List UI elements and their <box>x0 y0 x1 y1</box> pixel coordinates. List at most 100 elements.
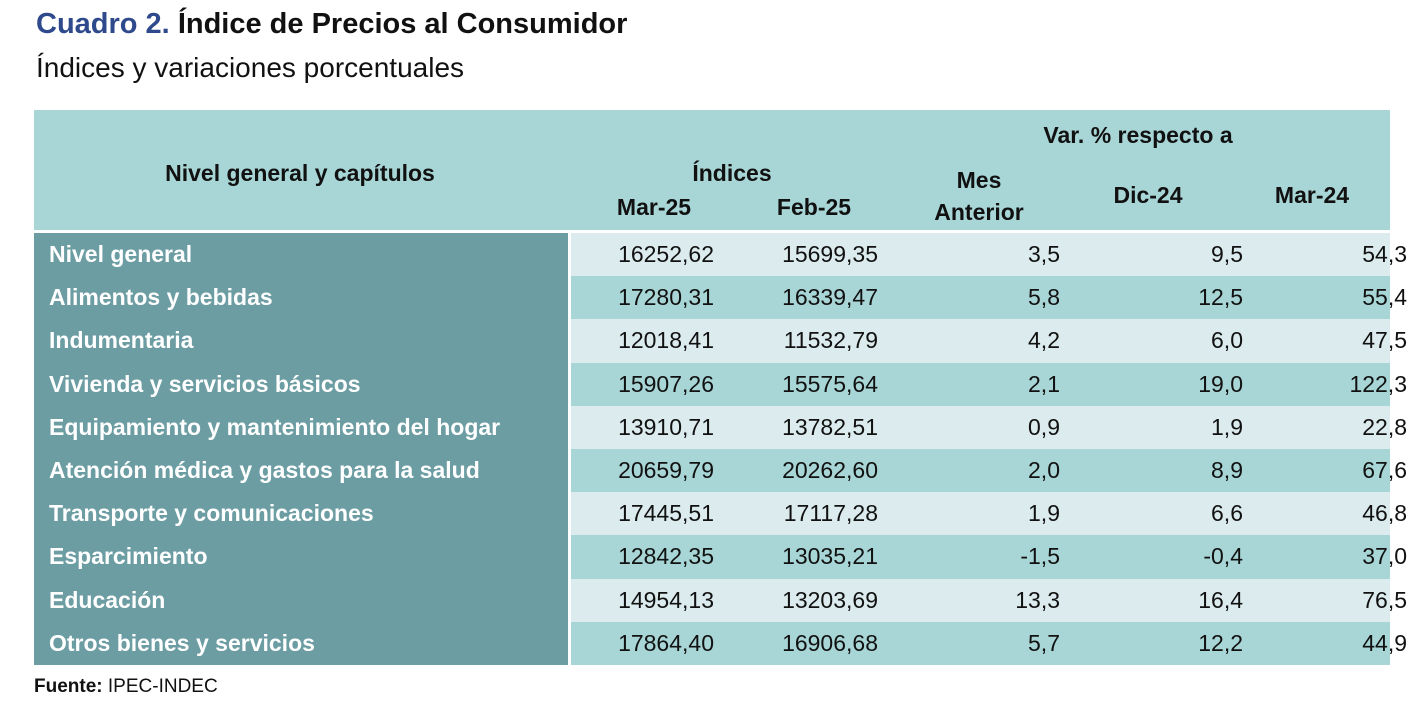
cell-mes-anterior: 4,2 <box>1028 327 1060 354</box>
cell-dic24: -0,4 <box>1203 543 1243 570</box>
table-header: Nivel general y capítulos Índices Mar-25… <box>34 110 1390 230</box>
header-feb25: Feb-25 <box>776 194 852 220</box>
header-indices: Índices <box>692 160 772 186</box>
cell-feb25: 15699,35 <box>782 241 878 268</box>
cell-mes-anterior: 2,1 <box>1028 370 1060 397</box>
cell-mar25: 14954,13 <box>618 586 714 613</box>
table-subtitle: Índices y variaciones porcentuales <box>36 52 465 83</box>
row-values: 16252,62 15699,35 3,5 9,5 54,3 <box>571 233 1407 277</box>
table-row: Indumentaria 12018,41 11532,79 4,2 6,0 4… <box>34 319 1407 363</box>
cell-mes-anterior: -1,5 <box>1020 543 1060 570</box>
cell-mar24: 22,8 <box>1362 413 1407 440</box>
cell-mar25: 20659,79 <box>618 457 714 484</box>
cell-mar25: 16252,62 <box>618 241 714 268</box>
cell-dic24: 8,9 <box>1211 457 1243 484</box>
row-values: 13910,71 13782,51 0,9 1,9 22,8 <box>571 405 1407 449</box>
row-label: Indumentaria <box>34 319 568 363</box>
row-values: 17280,31 16339,47 5,8 12,5 55,4 <box>571 276 1407 320</box>
cell-dic24: 6,6 <box>1211 500 1243 527</box>
cell-mes-anterior: 0,9 <box>1028 413 1060 440</box>
row-values: 17445,51 17117,28 1,9 6,6 46,8 <box>571 492 1407 536</box>
cell-mes-anterior: 3,5 <box>1028 241 1060 268</box>
row-values: 12018,41 11532,79 4,2 6,0 47,5 <box>571 319 1407 363</box>
cell-mar24: 54,3 <box>1362 241 1407 268</box>
row-label: Equipamiento y mantenimiento del hogar <box>34 405 568 449</box>
cell-mar24: 37,0 <box>1362 543 1407 570</box>
table-body: Nivel general 16252,62 15699,35 3,5 9,5 … <box>34 233 1407 665</box>
cell-feb25: 15575,64 <box>782 370 878 397</box>
cell-feb25: 13203,69 <box>782 586 878 613</box>
row-label: Alimentos y bebidas <box>34 276 568 320</box>
cell-mar25: 12842,35 <box>618 543 714 570</box>
header-level: Nivel general y capítulos <box>165 160 435 186</box>
source-note: Fuente: IPEC-INDEC <box>34 676 218 698</box>
cell-dic24: 1,9 <box>1211 413 1243 440</box>
row-label: Nivel general <box>34 233 568 277</box>
cell-mar25: 17864,40 <box>618 629 714 656</box>
row-values: 20659,79 20262,60 2,0 8,9 67,6 <box>571 448 1407 493</box>
cell-feb25: 16906,68 <box>782 629 878 656</box>
table-row: Vivienda y servicios básicos 15907,26 15… <box>34 362 1407 406</box>
table-row: Alimentos y bebidas 17280,31 16339,47 5,… <box>34 276 1407 320</box>
header-mar25: Mar-25 <box>616 194 692 220</box>
row-values: 14954,13 13203,69 13,3 16,4 76,5 <box>571 578 1407 622</box>
cell-dic24: 12,2 <box>1198 629 1243 656</box>
title-main: Índice de Precios al Consumidor <box>177 8 628 40</box>
cell-mar24: 44,9 <box>1362 629 1407 656</box>
header-var-group: Var. % respecto a <box>1043 122 1233 148</box>
cell-dic24: 12,5 <box>1198 284 1243 311</box>
cell-mar24: 67,6 <box>1362 457 1407 484</box>
cell-mar25: 12018,41 <box>618 327 714 354</box>
cell-dic24: 6,0 <box>1211 327 1243 354</box>
cell-dic24: 16,4 <box>1198 586 1243 613</box>
cell-dic24: 19,0 <box>1198 370 1243 397</box>
cell-mes-anterior: 5,8 <box>1028 284 1060 311</box>
row-label: Atención médica y gastos para la salud <box>34 448 568 493</box>
source-value: IPEC-INDEC <box>107 676 218 697</box>
row-label: Vivienda y servicios básicos <box>34 362 568 406</box>
cell-mes-anterior: 1,9 <box>1028 500 1060 527</box>
header-mes-anterior: Mes Anterior <box>934 164 1023 228</box>
row-values: 17864,40 16906,68 5,7 12,2 44,9 <box>571 621 1407 665</box>
cell-feb25: 17117,28 <box>783 500 878 527</box>
cell-feb25: 13782,51 <box>782 413 878 440</box>
table-title: Cuadro 2. Índice de Precios al Consumido… <box>36 8 627 41</box>
title-prefix: Cuadro 2. <box>36 8 170 40</box>
row-values: 15907,26 15575,64 2,1 19,0 122,3 <box>571 362 1407 406</box>
table-row: Educación 14954,13 13203,69 13,3 16,4 76… <box>34 578 1407 622</box>
table-row: Esparcimiento 12842,35 13035,21 -1,5 -0,… <box>34 535 1407 579</box>
header-mes-line2: Anterior <box>934 199 1024 225</box>
cell-mar24: 76,5 <box>1362 586 1407 613</box>
cell-mar24: 47,5 <box>1362 327 1407 354</box>
cell-feb25: 13035,21 <box>782 543 878 570</box>
cell-feb25: 16339,47 <box>782 284 878 311</box>
cell-mar24: 46,8 <box>1362 500 1407 527</box>
cpi-table: Nivel general y capítulos Índices Mar-25… <box>34 110 1407 665</box>
table-row: Nivel general 16252,62 15699,35 3,5 9,5 … <box>34 233 1407 277</box>
cell-mar24: 55,4 <box>1362 284 1407 311</box>
row-label: Educación <box>34 578 568 622</box>
row-label: Otros bienes y servicios <box>34 621 568 665</box>
header-mes-line1: Mes <box>956 167 1002 193</box>
cell-mar25: 15907,26 <box>618 370 714 397</box>
cell-mes-anterior: 13,3 <box>1015 586 1060 613</box>
cell-mar25: 17445,51 <box>618 500 714 527</box>
cell-feb25: 11532,79 <box>783 327 878 354</box>
source-label: Fuente: <box>34 676 103 697</box>
cell-feb25: 20262,60 <box>782 457 878 484</box>
table-row: Transporte y comunicaciones 17445,51 171… <box>34 492 1407 536</box>
cell-dic24: 9,5 <box>1211 241 1243 268</box>
header-divider <box>34 230 1390 233</box>
cell-mar24: 122,3 <box>1349 370 1407 397</box>
cell-mar25: 17280,31 <box>618 284 714 311</box>
table-row: Equipamiento y mantenimiento del hogar 1… <box>34 405 1407 449</box>
cell-mes-anterior: 5,7 <box>1028 629 1060 656</box>
row-values: 12842,35 13035,21 -1,5 -0,4 37,0 <box>571 535 1407 579</box>
cell-mes-anterior: 2,0 <box>1028 457 1060 484</box>
header-mar24: Mar-24 <box>1274 182 1350 208</box>
cell-mar25: 13910,71 <box>618 413 714 440</box>
row-label: Transporte y comunicaciones <box>34 492 568 536</box>
table-row: Atención médica y gastos para la salud 2… <box>34 448 1407 493</box>
table-row: Otros bienes y servicios 17864,40 16906,… <box>34 621 1407 665</box>
row-label: Esparcimiento <box>34 535 568 579</box>
